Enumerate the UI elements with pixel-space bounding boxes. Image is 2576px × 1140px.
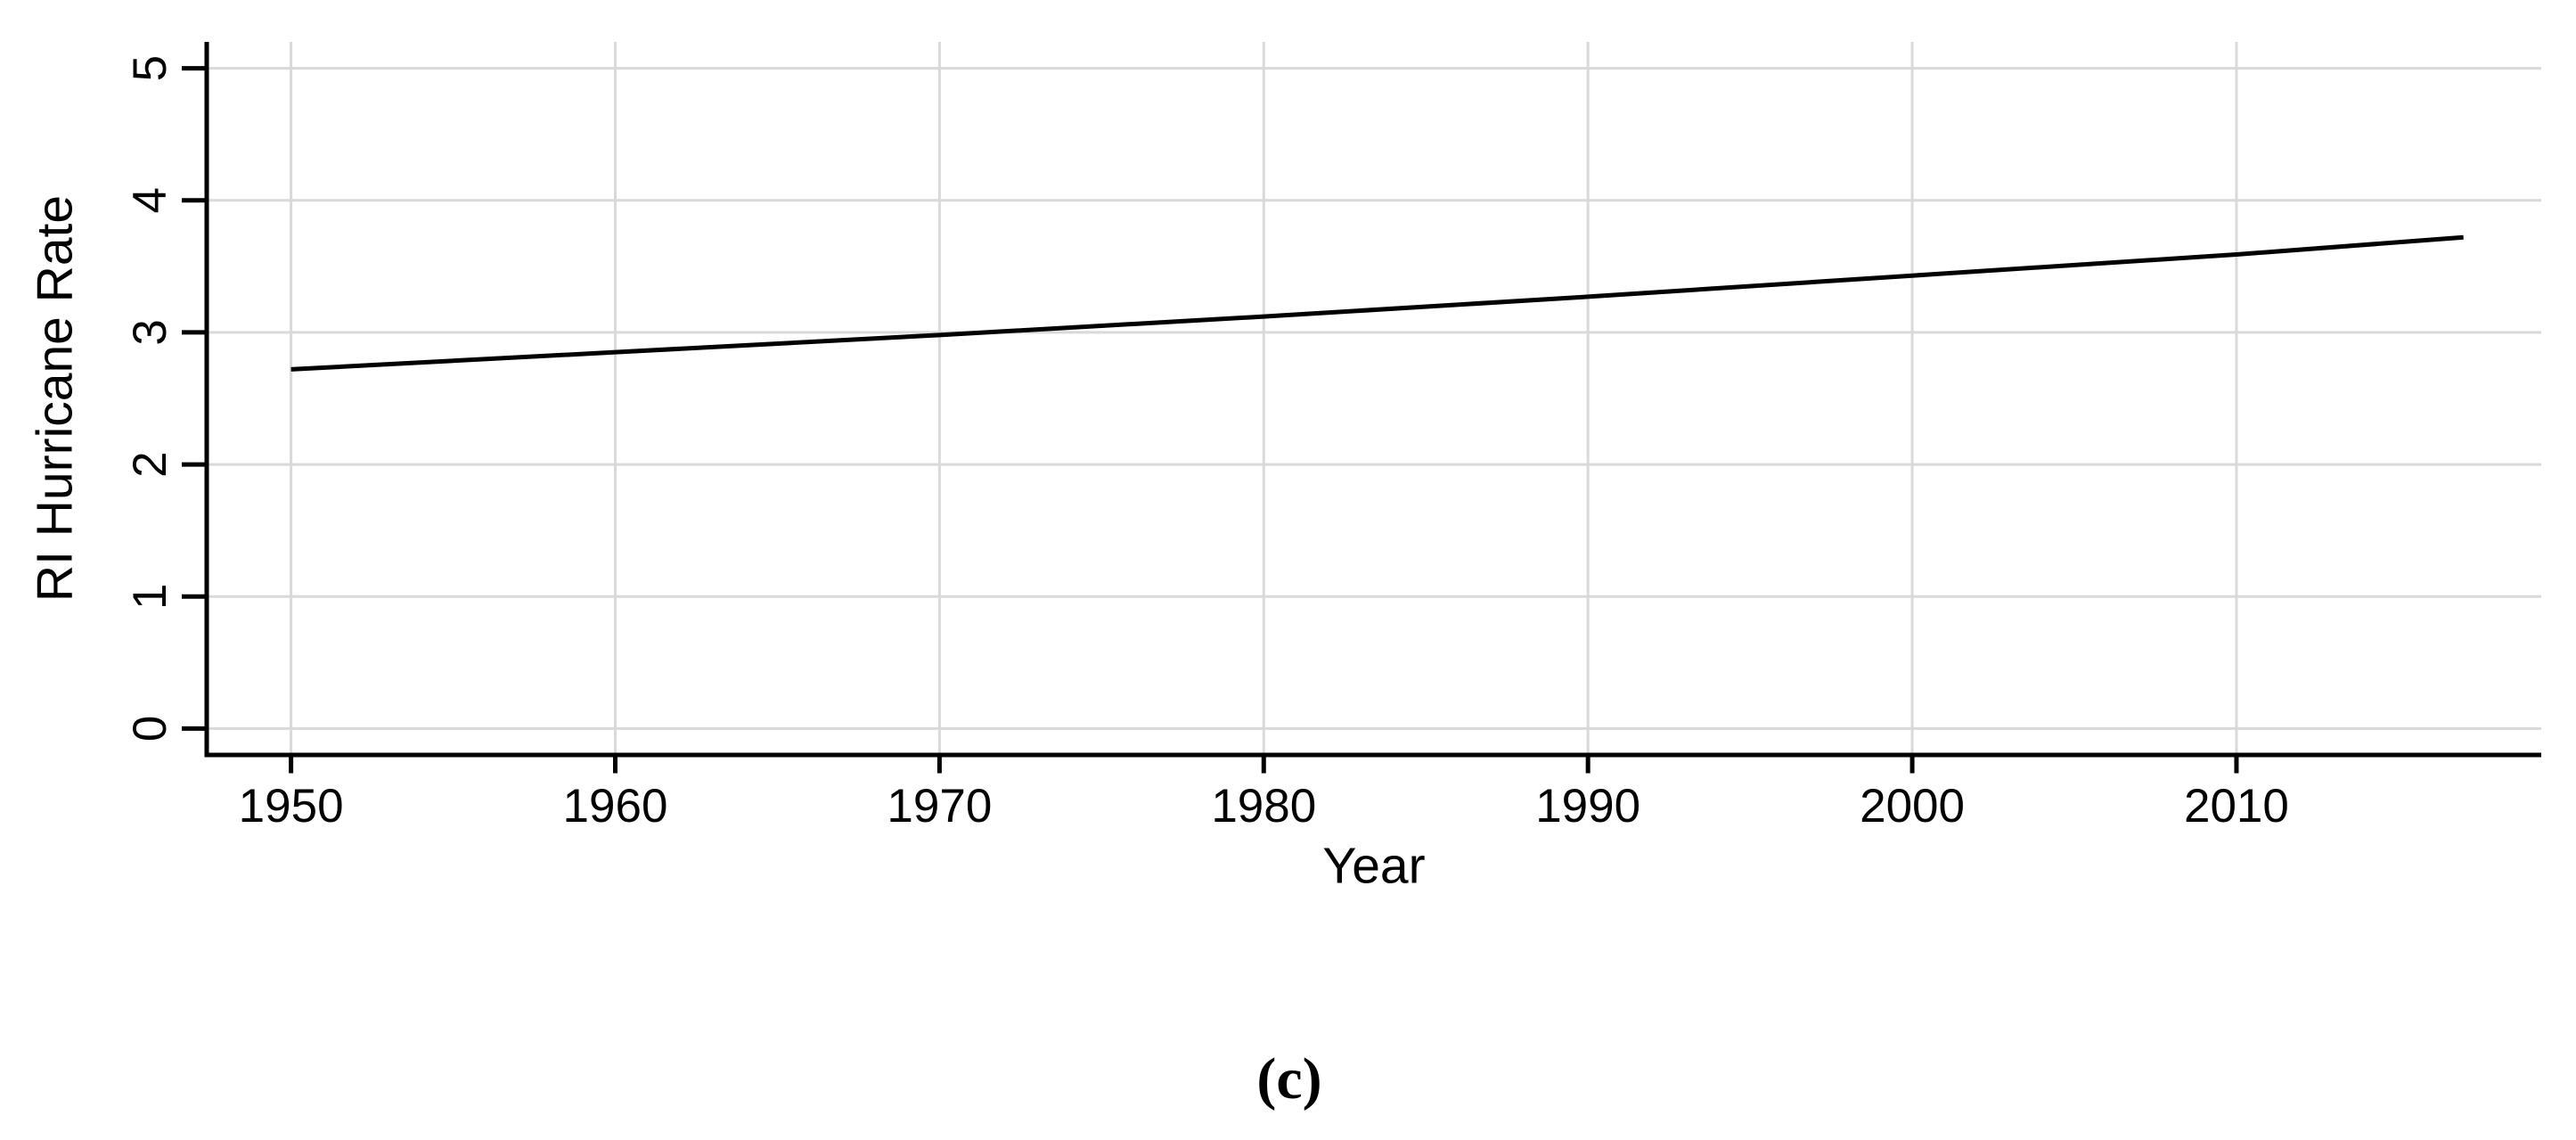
x-axis-title: Year [1322,837,1426,895]
x-tick-label: 2010 [2184,780,2289,832]
x-tick-label: 1990 [1535,780,1640,832]
y-tick-label: 2 [124,451,176,477]
y-axis-title: RI Hurricane Rate [26,194,84,603]
y-tick-label: 0 [124,716,176,742]
x-tick-label: 1960 [563,780,668,832]
y-tick-label: 3 [124,319,176,345]
y-tick-label: 5 [124,55,176,81]
x-tick-label: 2000 [1860,780,1965,832]
y-tick-label: 1 [124,583,176,609]
figure-caption: (c) [1256,1046,1322,1111]
series-line-ri-hurricane-rate-trend [290,234,2464,372]
x-tick-label: 1950 [239,780,344,832]
x-tick-label: 1980 [1211,780,1316,832]
y-tick-label: 4 [124,187,176,213]
x-tick-label: 1970 [887,780,992,832]
